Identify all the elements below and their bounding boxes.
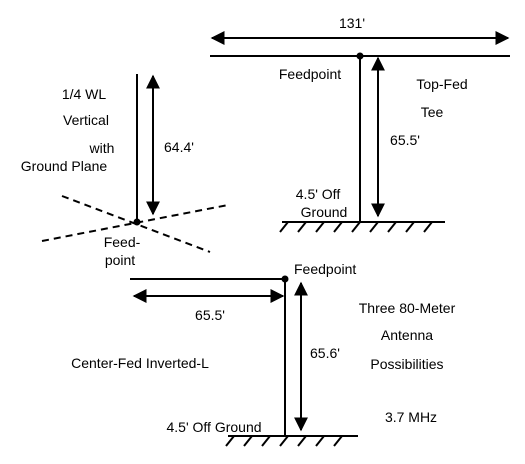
inverted-l-ground-label: 4.5' Off Ground (166, 419, 261, 435)
inverted-l-title: Center-Fed Inverted-L (71, 355, 209, 371)
tee-title-line2: Tee (421, 104, 444, 120)
inverted-l-ground (225, 435, 358, 447)
quarter-wave-vertical-antenna: 1/4 WL Vertical with Ground Plane 64.4' … (21, 74, 229, 268)
tee-feedpoint-label: Feedpoint (279, 66, 341, 82)
tee-feedpoint-dot (356, 52, 364, 60)
vertical-feedpoint-dot (133, 218, 141, 226)
tee-span-label: 131' (339, 15, 365, 31)
vertical-feed-label-line2: point (105, 252, 135, 268)
caption-line2: Antenna (381, 327, 433, 343)
vertical-height-label: 64.4' (164, 139, 194, 155)
vertical-title-line2: Vertical (63, 112, 109, 128)
vertical-feed-label-line1: Feed- (104, 234, 141, 250)
tee-ground-label-line2: Ground (301, 204, 348, 220)
inverted-l-vertical-label: 65.6' (310, 345, 340, 361)
tee-height-label: 65.5' (390, 132, 420, 148)
caption-line3: Possibilities (370, 356, 443, 372)
vertical-title-line3: with (89, 140, 115, 156)
vertical-title-line1: 1/4 WL (62, 86, 107, 102)
inverted-l-feedpoint-label: Feedpoint (294, 261, 356, 277)
inverted-l-feedpoint-dot (281, 275, 289, 283)
top-fed-tee-antenna: 131' Feedpoint Top-Fed Tee 65.5' 4.5' Of… (210, 15, 510, 233)
caption-line1: Three 80-Meter (359, 300, 456, 316)
ground-plane-radials (41, 195, 229, 253)
diagram-caption: Three 80-Meter Antenna Possibilities 3.7… (359, 300, 456, 425)
center-fed-inverted-l-antenna: Feedpoint 65.5' 65.6' Center-Fed Inverte… (71, 261, 358, 447)
tee-ground-label-line1: 4.5' Off (296, 186, 341, 202)
inverted-l-horizontal-label: 65.5' (195, 307, 225, 323)
vertical-title-line4: Ground Plane (21, 158, 108, 174)
tee-title-line1: Top-Fed (416, 76, 467, 92)
tee-ground (279, 221, 445, 233)
caption-frequency: 3.7 MHz (385, 409, 437, 425)
